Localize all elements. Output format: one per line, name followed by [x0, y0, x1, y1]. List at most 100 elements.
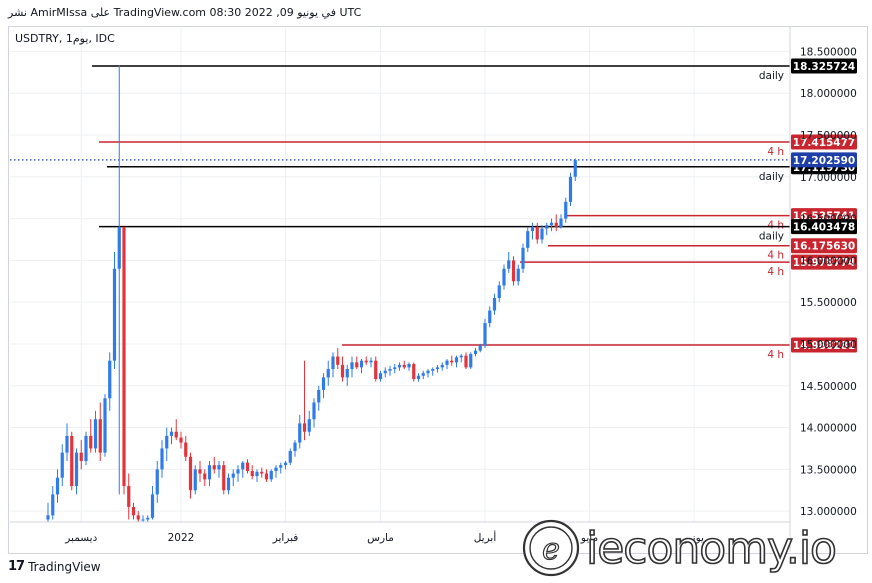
candle-body[interactable] — [217, 465, 221, 470]
candle-body[interactable] — [402, 364, 406, 368]
candle-body[interactable] — [393, 367, 397, 370]
candle-body[interactable] — [70, 435, 74, 487]
candle-body[interactable] — [345, 369, 349, 378]
candle-body[interactable] — [241, 462, 245, 470]
candle-body[interactable] — [331, 356, 335, 370]
candle-body[interactable] — [454, 357, 459, 363]
symbol-legend[interactable]: USDTRY, 1يوم, IDC — [15, 32, 115, 45]
candle-body[interactable] — [307, 419, 311, 432]
candle-body[interactable] — [445, 360, 449, 365]
candle-body[interactable] — [98, 419, 102, 453]
candle-body[interactable] — [283, 462, 288, 466]
candle-body[interactable] — [483, 323, 487, 346]
candle-body[interactable] — [359, 360, 364, 368]
candle-body[interactable] — [84, 435, 88, 461]
candle-body[interactable] — [421, 373, 425, 376]
candle-body[interactable] — [193, 469, 197, 491]
candle-body[interactable] — [179, 437, 183, 443]
candle-body[interactable] — [146, 517, 150, 520]
candle-body[interactable] — [440, 364, 444, 368]
candle-body[interactable] — [559, 218, 563, 227]
candle-body[interactable] — [502, 268, 506, 286]
candle-body[interactable] — [350, 362, 354, 370]
candle-body[interactable] — [407, 364, 411, 368]
candle-body[interactable] — [336, 356, 340, 365]
candle-body[interactable] — [203, 473, 207, 480]
candle-body[interactable] — [383, 370, 387, 374]
candle-body[interactable] — [60, 452, 64, 478]
candle-body[interactable] — [469, 353, 473, 368]
candle-body[interactable] — [74, 452, 79, 487]
candle-body[interactable] — [426, 370, 430, 374]
candle-body[interactable] — [93, 419, 98, 449]
candle-body[interactable] — [150, 494, 155, 518]
candle-body[interactable] — [321, 377, 326, 390]
candle-body[interactable] — [293, 442, 297, 451]
candle-body[interactable] — [459, 355, 463, 358]
candle-body[interactable] — [131, 506, 136, 516]
candle-body[interactable] — [388, 369, 392, 371]
candle-body[interactable] — [127, 486, 131, 507]
candle-body[interactable] — [478, 345, 482, 351]
candle-body[interactable] — [165, 435, 169, 449]
candle-body[interactable] — [340, 364, 345, 378]
candle-body[interactable] — [117, 226, 121, 269]
candle-body[interactable] — [160, 448, 164, 470]
candle-body[interactable] — [51, 494, 55, 516]
candle-body[interactable] — [530, 226, 535, 232]
candle-body[interactable] — [245, 462, 250, 472]
candle-body[interactable] — [79, 452, 83, 461]
candle-body[interactable] — [497, 285, 501, 298]
candle-body[interactable] — [488, 310, 492, 324]
candle-body[interactable] — [431, 369, 435, 371]
candle-body[interactable] — [264, 473, 269, 480]
candle-body[interactable] — [236, 469, 240, 474]
candle-body[interactable] — [355, 362, 359, 368]
candle-body[interactable] — [516, 268, 520, 282]
candle-body[interactable] — [302, 423, 307, 432]
candle-body[interactable] — [326, 369, 330, 378]
candle-body[interactable] — [397, 364, 402, 368]
candle-body[interactable] — [564, 201, 568, 219]
candle-body[interactable] — [464, 355, 468, 368]
candle-body[interactable] — [226, 477, 231, 491]
candle-body[interactable] — [141, 519, 145, 521]
candle-body[interactable] — [269, 471, 273, 480]
candle-body[interactable] — [222, 465, 226, 491]
candle-body[interactable] — [412, 364, 416, 380]
candle-body[interactable] — [122, 226, 126, 487]
candle-body[interactable] — [317, 389, 321, 403]
candle-body[interactable] — [260, 471, 264, 474]
candle-body[interactable] — [250, 471, 254, 477]
candle-body[interactable] — [298, 423, 302, 443]
candle-body[interactable] — [473, 350, 478, 354]
candle-body[interactable] — [207, 465, 212, 480]
candle-body[interactable] — [212, 465, 216, 470]
candle-body[interactable] — [274, 467, 278, 472]
candle-body[interactable] — [507, 260, 511, 269]
candle-body[interactable] — [492, 297, 497, 311]
candle-body[interactable] — [103, 398, 107, 453]
candle-body[interactable] — [554, 222, 558, 227]
candle-body[interactable] — [369, 360, 373, 363]
candle-body[interactable] — [568, 176, 573, 202]
candle-body[interactable] — [184, 442, 188, 457]
candle-body[interactable] — [450, 360, 454, 363]
candle-body[interactable] — [89, 435, 93, 449]
candle-body[interactable] — [279, 465, 283, 468]
candle-body[interactable] — [155, 469, 159, 495]
candle-body[interactable] — [65, 435, 69, 453]
candle-body[interactable] — [378, 373, 383, 380]
candle-body[interactable] — [112, 268, 117, 361]
candle-body[interactable] — [55, 477, 60, 495]
candle-body[interactable] — [526, 231, 530, 248]
candle-body[interactable] — [549, 222, 554, 226]
candle-body[interactable] — [312, 402, 316, 420]
candle-body[interactable] — [136, 515, 140, 520]
candle-body[interactable] — [255, 471, 259, 477]
candle-body[interactable] — [573, 160, 577, 177]
candle-body[interactable] — [188, 456, 193, 491]
candle-body[interactable] — [374, 360, 378, 380]
candle-body[interactable] — [174, 431, 178, 438]
